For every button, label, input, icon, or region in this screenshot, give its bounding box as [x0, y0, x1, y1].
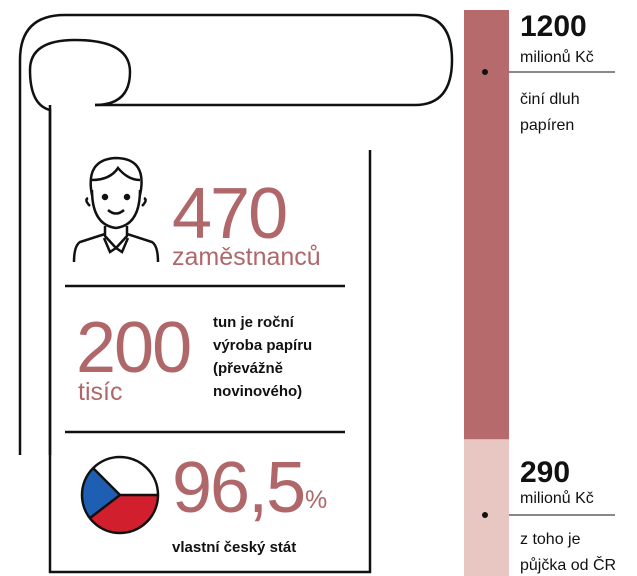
debt-label: půjčka od ČR [520, 555, 616, 574]
stat-unit: % [305, 486, 327, 514]
leader-dot [482, 69, 488, 75]
stat-unit: tisíc [78, 378, 122, 406]
debt-unit: milionů Kč [520, 489, 594, 507]
stat-label: (převážně [213, 360, 283, 377]
stat-value: 470 [172, 174, 286, 254]
debt-label: činí dluh [520, 91, 580, 108]
flag-icon [82, 457, 158, 533]
debt-total: 1200 [520, 10, 587, 43]
person-icon [74, 158, 158, 262]
bar-part [464, 439, 509, 576]
stat-value: 96,5 [172, 448, 304, 528]
infographic: 470 zaměstnanců 200 tisíc tun je roční v… [0, 0, 637, 576]
stat-label: výroba papíru [213, 337, 312, 354]
stat-value: 200 [76, 308, 190, 388]
stat-label: zaměstnanců [172, 243, 321, 271]
leader-dot [482, 512, 488, 518]
stat-label: novinového) [213, 383, 302, 400]
debt-label: z toho je [520, 531, 581, 548]
debt-unit: milionů Kč [520, 48, 594, 66]
stat-label: tun je roční [213, 314, 295, 331]
debt-label: papíren [520, 117, 574, 134]
debt-part: 290 [520, 456, 570, 489]
stat-label: vlastní český stát [172, 539, 296, 556]
